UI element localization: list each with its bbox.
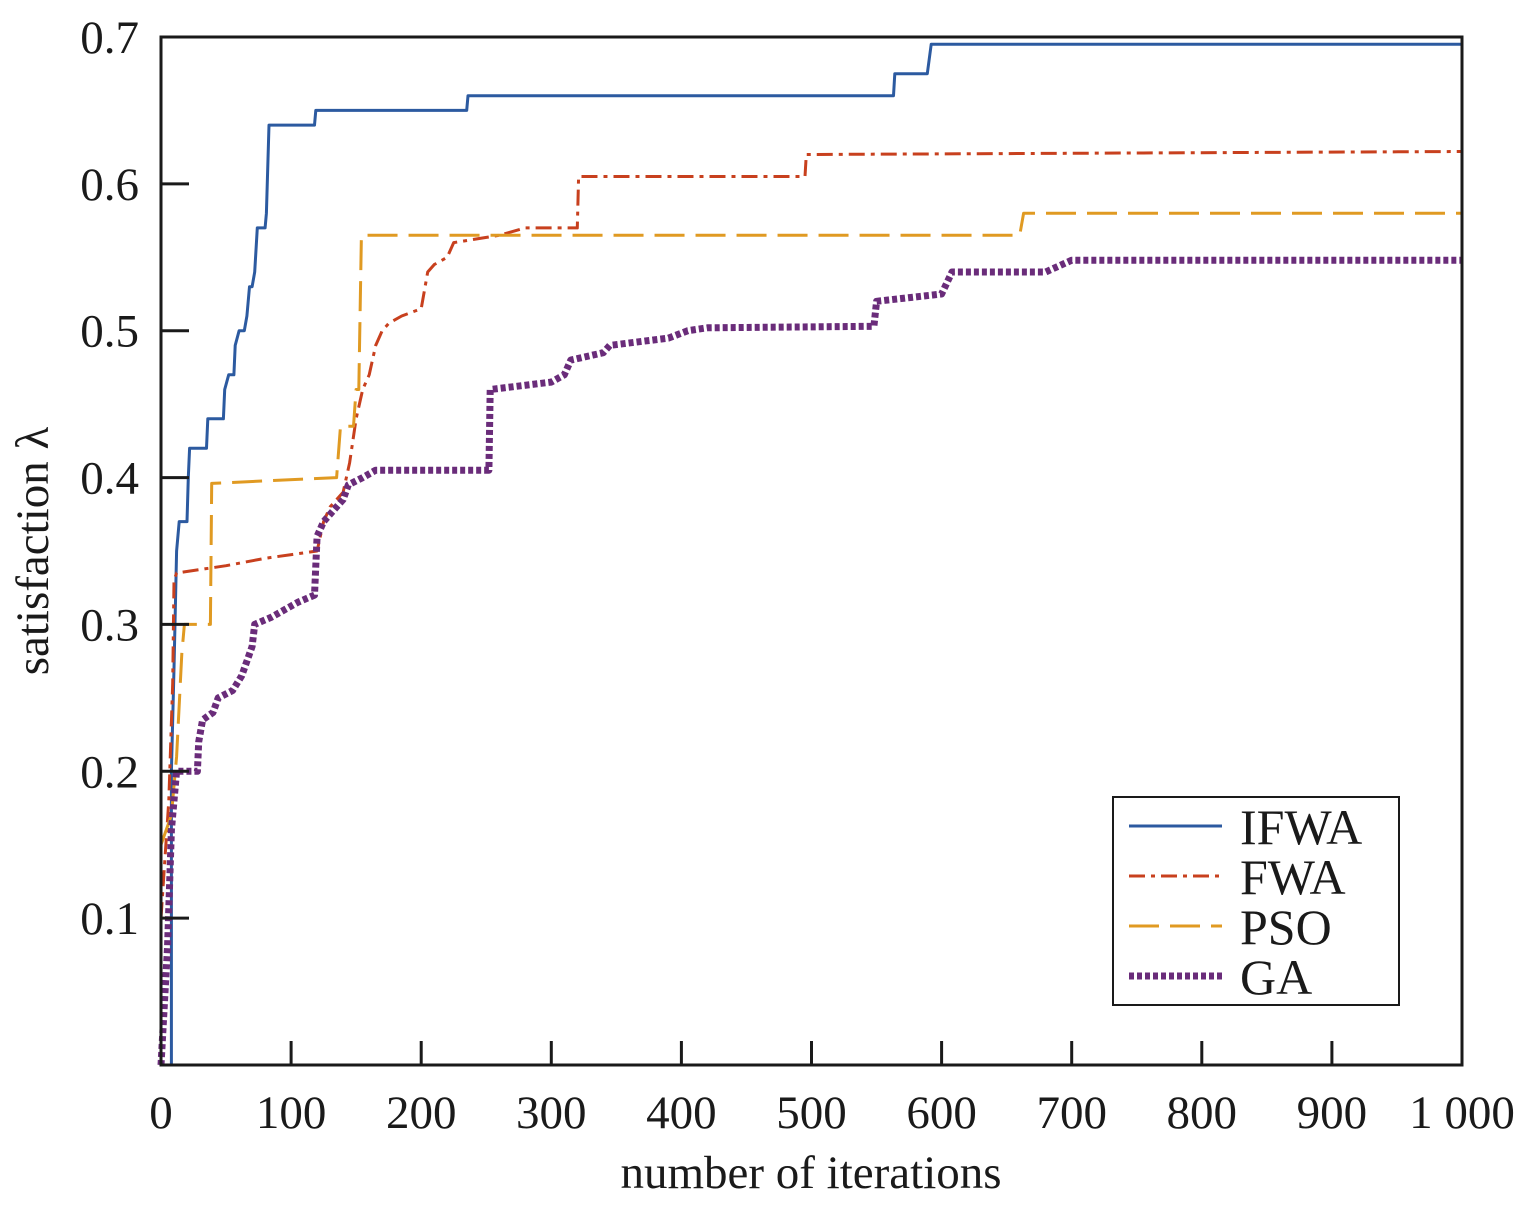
legend-label: PSO xyxy=(1240,899,1332,955)
series-line-ifwa xyxy=(169,42,1462,1065)
legend-label: FWA xyxy=(1240,849,1346,905)
legend-label: IFWA xyxy=(1240,799,1362,855)
x-tick-label: 400 xyxy=(646,1087,717,1139)
y-tick-label: 0.7 xyxy=(80,12,139,64)
y-tick-label: 0.2 xyxy=(80,746,139,798)
x-tick-label: 900 xyxy=(1297,1087,1368,1139)
x-tick-label: 600 xyxy=(906,1087,977,1139)
y-tick-label: 0.5 xyxy=(80,306,139,358)
y-axis-title: satisfaction λ xyxy=(7,426,59,675)
series-layer xyxy=(157,42,1463,1066)
series-line-pso xyxy=(159,211,1462,846)
x-tick-label: 700 xyxy=(1036,1087,1107,1139)
y-tick-label: 0.6 xyxy=(80,159,139,211)
y-tick-label: 0.3 xyxy=(80,599,139,651)
x-tick-label: 1 000 xyxy=(1409,1087,1515,1139)
x-tick-label: 100 xyxy=(256,1087,327,1139)
x-tick-label: 300 xyxy=(516,1087,587,1139)
y-tick-label: 0.4 xyxy=(80,453,139,505)
series-line-ga xyxy=(157,256,1462,1066)
y-axis-ticks: 0.1 0.2 0.3 0.4 0.5 0.6 0.7 xyxy=(80,12,189,945)
x-tick-label: 500 xyxy=(776,1087,847,1139)
x-axis-title: number of iterations xyxy=(620,1147,1001,1199)
x-axis-ticks: 0 100 200 300 400 500 600 700 800 900 1 000 xyxy=(149,1041,1515,1139)
x-tick-label: 200 xyxy=(386,1087,457,1139)
series-line-fwa xyxy=(159,150,1463,919)
x-tick-label: 0 xyxy=(149,1087,173,1139)
x-tick-label: 800 xyxy=(1167,1087,1238,1139)
legend-label: GA xyxy=(1240,949,1312,1005)
y-tick-label: 0.1 xyxy=(80,893,139,945)
legend-box xyxy=(1112,796,1400,1006)
